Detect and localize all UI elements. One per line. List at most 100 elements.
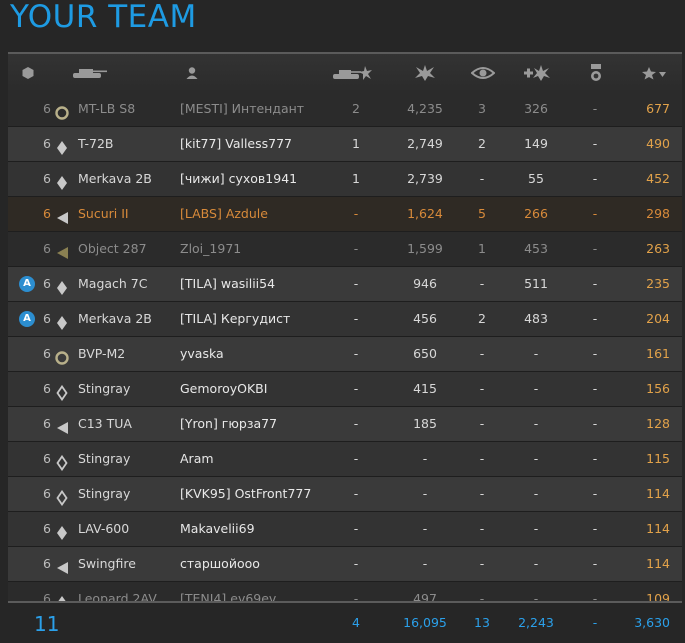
spot-value: 2 [478,136,486,151]
medal-value: - [592,381,598,396]
vehicle-tier: 6 [43,241,51,256]
player-name[interactable]: [TILA] wasilii54 [180,276,276,291]
damage-value: 1,624 [407,206,443,221]
medal-value: - [592,171,598,186]
class-ring-icon [54,100,70,120]
vehicle-name: T-72B [78,136,114,151]
player-row[interactable]: 6 T-72B [kit77] Valless777 1 2,749 2 149 - 490 [8,127,682,162]
kills-value: - [353,311,359,326]
kills-value: - [353,556,359,571]
vehicle-tier: 6 [43,311,51,326]
class-triangle-icon [54,555,70,574]
eye-icon[interactable] [470,62,496,84]
player-name[interactable]: Zloi_1971 [180,241,242,256]
team-title: YOUR TEAM [10,0,197,35]
player-name[interactable]: старшойооо [180,556,260,571]
score-value: 114 [646,556,670,571]
damage-value: 4,235 [407,101,443,116]
damage-value: 650 [413,346,437,361]
class-diamond-icon [54,520,70,540]
player-name[interactable]: [MESTI] Интендант [180,101,305,116]
player-row[interactable]: 6 Sucuri II [LABS] Azdule - 1,624 5 266 - 298 [8,197,682,232]
kills-value: - [353,346,359,361]
score-value: 263 [646,241,670,256]
player-row[interactable]: 6 Merkava 2B [чижи] сухов1941 1 2,739 - 55 - 452 [8,162,682,197]
player-row[interactable]: A 6 Magach 7C [TILA] wasilii54 - 946 - 511 - 235 [8,267,682,302]
player-row[interactable]: 6 Stingray [KVK95] OstFront777 - - - - - 114 [8,477,682,512]
player-name[interactable]: GemoroyOKBI [180,381,268,396]
player-row[interactable]: 6 Swingfire старшойооо - - - - - 114 [8,547,682,582]
player-row[interactable]: A 6 Merkava 2B [TILA] Кергудист - 456 2 483 - 204 [8,302,682,337]
player-row[interactable]: 6 LAV-600 Makavelii69 - - - - - 114 [8,512,682,547]
medal-icon[interactable] [586,62,606,84]
spot-value: - [479,556,485,571]
player-name[interactable]: [чижи] сухов1941 [180,171,298,186]
medal-value: - [592,101,598,116]
vehicle-tier: 6 [43,416,51,431]
kills-value: - [353,416,359,431]
vehicle-tier: 6 [43,206,51,221]
player-row[interactable]: 6 Object 287 Zloi_1971 - 1,599 1 453 - 263 [8,232,682,267]
assist-value: - [533,556,539,571]
medal-value: - [592,136,598,151]
spot-value: - [479,451,485,466]
assist-value: - [533,381,539,396]
assist-value: 149 [524,136,548,151]
tier-hexagon-icon[interactable] [20,62,36,84]
player-row[interactable]: 6 C13 TUA [Yron] гюрза77 - 185 - - - 128 [8,407,682,442]
vehicle-tier: 6 [43,171,51,186]
vehicle-tier: 6 [43,276,51,291]
player-name[interactable]: [KVK95] OstFront777 [180,486,312,501]
spot-value: - [479,276,485,291]
kills-value: - [353,241,359,256]
assist-value: 483 [524,311,548,326]
class-diamond-icon [54,135,70,155]
assist-icon[interactable] [522,62,552,84]
assist-value: - [533,451,539,466]
spot-value: - [479,171,485,186]
player-name[interactable]: [LABS] Azdule [180,206,268,221]
tank-icon[interactable] [70,62,110,84]
player-name[interactable]: Aram [180,451,214,466]
total-damage: 16,095 [403,615,447,630]
score-value: 452 [646,171,670,186]
tank-kill-icon[interactable] [330,62,374,84]
vehicle-tier: 6 [43,136,51,151]
vehicle-name: Sucuri II [78,206,129,221]
player-name[interactable]: yvaska [180,346,224,361]
vehicle-name: LAV-600 [78,521,130,536]
player-list: 6 MT-LB S8 [MESTI] Интендант 2 4,235 3 326 - 677… [8,92,682,617]
kills-value: 1 [352,136,360,151]
kills-value: - [353,451,359,466]
player-icon[interactable] [184,62,200,84]
star-score-icon[interactable] [640,62,668,84]
kills-value: - [353,486,359,501]
score-value: 114 [646,486,670,501]
score-value: 156 [646,381,670,396]
medal-value: - [592,206,598,221]
kills-value: - [353,206,359,221]
vehicle-tier: 6 [43,101,51,116]
player-row[interactable]: 6 MT-LB S8 [MESTI] Интендант 2 4,235 3 326 - 677 [8,92,682,127]
damage-value: - [422,451,428,466]
medal-value: - [592,556,598,571]
scoreboard-panel: 6 MT-LB S8 [MESTI] Интендант 2 4,235 3 326 - 677… [8,52,682,638]
player-name[interactable]: [TILA] Кергудист [180,311,291,326]
player-row[interactable]: 6 Stingray GemoroyOKBI - 415 - - - 156 [8,372,682,407]
assist-value: 55 [528,171,544,186]
damage-value: 2,749 [407,136,443,151]
damage-burst-icon[interactable] [412,62,438,84]
vehicle-tier: 6 [43,451,51,466]
class-diamond-icon [54,310,70,330]
player-name[interactable]: [Yron] гюрза77 [180,416,278,431]
player-name[interactable]: [kit77] Valless777 [180,136,293,151]
player-name[interactable]: Makavelii69 [180,521,255,536]
kills-value: - [353,381,359,396]
medal-value: - [592,591,598,606]
vehicle-name: Swingfire [78,556,136,571]
damage-value: 946 [413,276,437,291]
player-row[interactable]: 6 BVP-M2 yvaska - 650 - - - 161 [8,337,682,372]
player-row[interactable]: 6 Stingray Aram - - - - - 115 [8,442,682,477]
score-value: 677 [646,101,670,116]
vehicle-tier: 6 [43,381,51,396]
